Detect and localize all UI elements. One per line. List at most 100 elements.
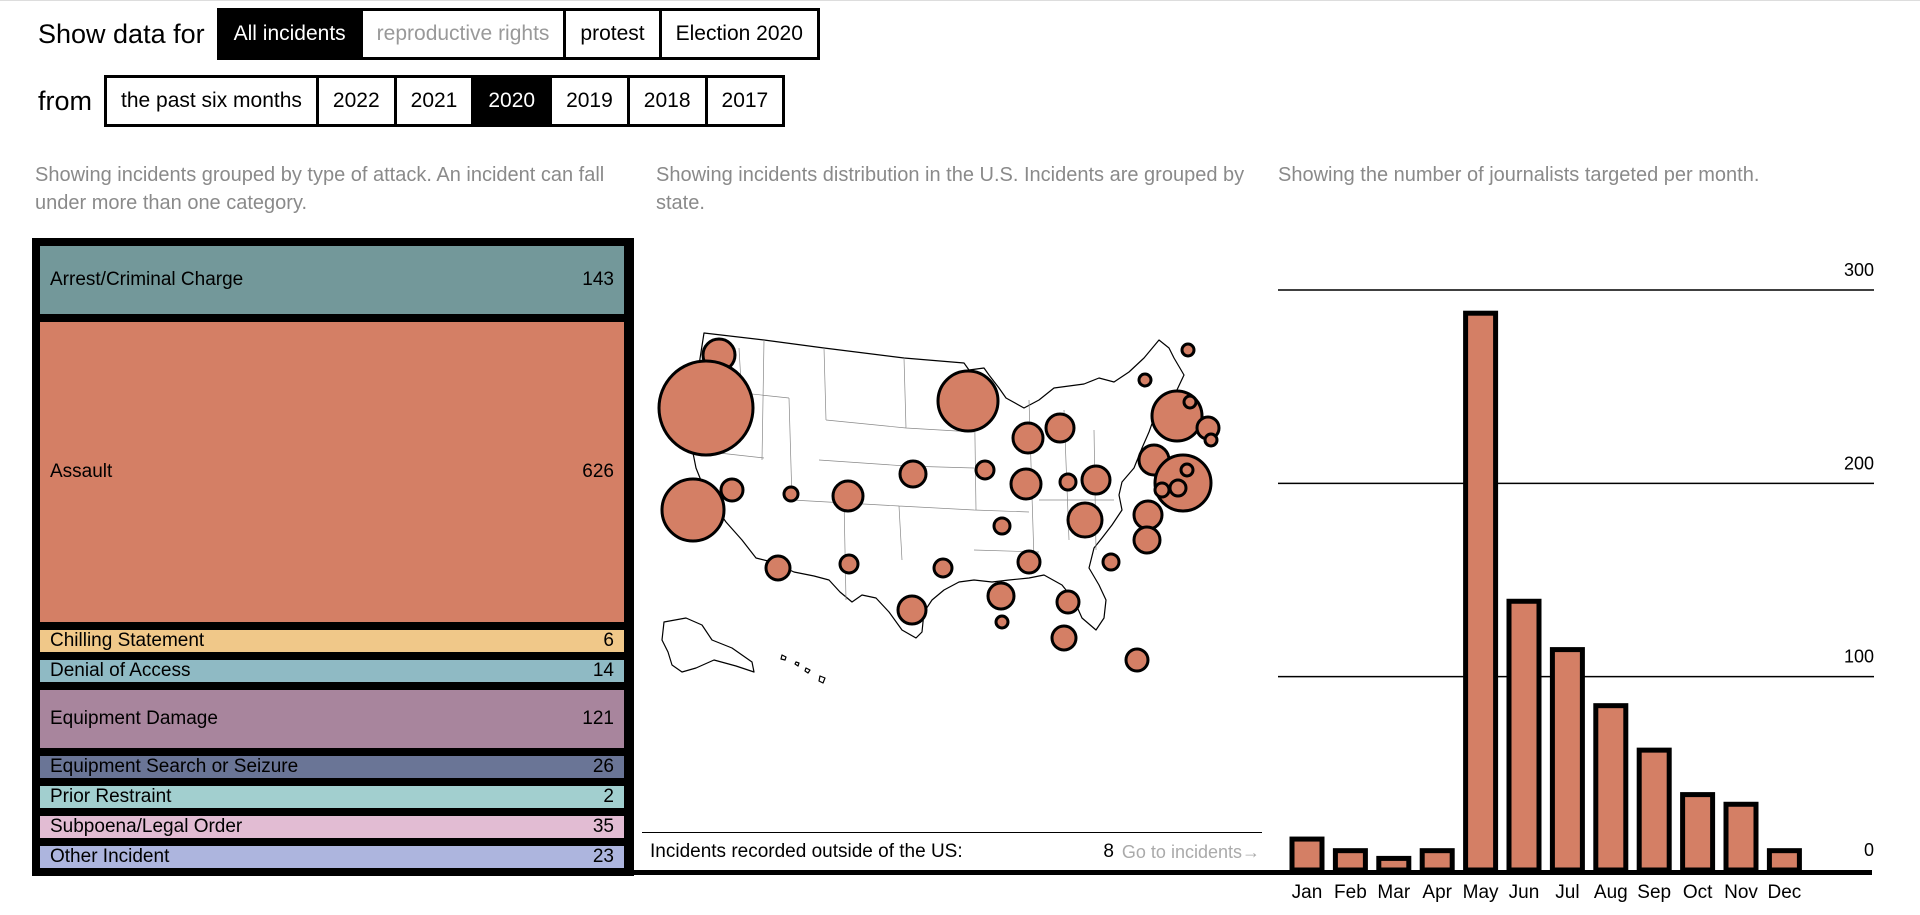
month-bar[interactable] xyxy=(1723,801,1759,873)
state-bubble[interactable] xyxy=(1132,525,1162,555)
month-bar[interactable] xyxy=(1680,792,1716,873)
map-description: Showing incidents distribution in the U.… xyxy=(656,164,1245,214)
month-label: Oct xyxy=(1683,882,1713,903)
state-bubble[interactable] xyxy=(1016,549,1042,575)
category-row[interactable]: Equipment Damage 121 xyxy=(40,690,624,748)
state-bubble[interactable] xyxy=(932,557,954,579)
period-button-group: the past six months 2022 2021 2020 2019 2018 2… xyxy=(104,75,786,127)
state-bubble[interactable] xyxy=(782,485,800,503)
period-button[interactable]: 2019 xyxy=(552,78,630,124)
state-bubble[interactable] xyxy=(992,516,1012,536)
state-bubble[interactable] xyxy=(896,594,928,626)
state-bubble[interactable] xyxy=(1179,462,1195,478)
state-bubble[interactable] xyxy=(660,477,726,543)
state-bubble[interactable] xyxy=(838,553,860,575)
state-bubble[interactable] xyxy=(1168,478,1188,498)
category-label: Equipment Damage xyxy=(50,708,218,730)
y-tick-label: 300 xyxy=(1844,260,1874,280)
month-label: Aug xyxy=(1594,882,1628,903)
category-row[interactable]: Other Incident 23 xyxy=(40,846,624,868)
state-bubble[interactable] xyxy=(1132,499,1164,531)
category-row[interactable]: Denial of Access 14 xyxy=(40,660,624,683)
chart-baseline xyxy=(632,870,1872,875)
state-bubble[interactable] xyxy=(1044,412,1076,444)
category-count: 35 xyxy=(592,816,614,837)
state-bubble[interactable] xyxy=(1137,372,1153,388)
month-label: Mar xyxy=(1377,882,1410,903)
category-stack: Arrest/Criminal Charge 143 Assault 626 Chill… xyxy=(32,238,634,876)
period-button[interactable]: 2017 xyxy=(707,78,783,124)
state-bubble[interactable] xyxy=(974,459,996,481)
month-label: Feb xyxy=(1334,882,1367,903)
monthly-bar-chart: 0 100 200 300 Jan Feb Mar Apr May Jun Jul Aug Sep Oct… xyxy=(1278,260,1874,903)
state-bubble[interactable] xyxy=(936,369,1000,433)
period-button[interactable]: the past six months xyxy=(107,78,319,124)
state-bubble[interactable] xyxy=(1011,421,1045,455)
month-bar[interactable] xyxy=(1419,848,1455,873)
state-bubble[interactable] xyxy=(831,479,865,513)
category-row[interactable]: Assault 626 xyxy=(40,322,624,623)
month-bar[interactable] xyxy=(1289,836,1325,873)
state-bubble[interactable] xyxy=(719,477,745,503)
state-bubble[interactable] xyxy=(1124,647,1150,673)
month-label: Jan xyxy=(1292,882,1323,903)
state-bubble[interactable] xyxy=(1066,501,1104,539)
month-label: Nov xyxy=(1724,882,1758,903)
state-bubble[interactable] xyxy=(1101,552,1121,572)
state-bubble[interactable] xyxy=(986,581,1016,611)
category-count: 26 xyxy=(592,756,614,777)
month-bar[interactable] xyxy=(1506,598,1542,873)
month-bar[interactable] xyxy=(1463,310,1499,873)
state-bubble[interactable] xyxy=(994,614,1010,630)
month-bar[interactable] xyxy=(1593,703,1629,873)
category-row[interactable]: Equipment Search or Seizure 26 xyxy=(40,756,624,778)
month-label: Apr xyxy=(1422,882,1452,903)
month-bar[interactable] xyxy=(1636,747,1672,873)
month-bar[interactable] xyxy=(1376,855,1412,873)
category-row[interactable]: Subpoena/Legal Order 35 xyxy=(40,816,624,838)
topic-button[interactable]: reproductive rights xyxy=(362,11,567,57)
state-bubble[interactable] xyxy=(1050,624,1078,652)
state-bubble[interactable] xyxy=(764,554,792,582)
state-bubble[interactable] xyxy=(1009,467,1043,501)
state-bubble[interactable] xyxy=(1055,589,1081,615)
category-count: 626 xyxy=(582,461,614,483)
category-row[interactable]: Arrest/Criminal Charge 143 xyxy=(40,246,624,315)
category-count: 143 xyxy=(582,269,614,291)
state-bubble[interactable] xyxy=(1153,481,1171,499)
state-bubble[interactable] xyxy=(1203,432,1219,448)
topic-button[interactable]: Election 2020 xyxy=(661,11,817,57)
period-button[interactable]: 2018 xyxy=(629,78,708,124)
topic-button[interactable]: protest xyxy=(566,11,662,57)
state-bubble[interactable] xyxy=(1180,342,1196,358)
month-bar[interactable] xyxy=(1332,848,1368,873)
month-label: Sep xyxy=(1637,882,1671,903)
period-button[interactable]: 2022 xyxy=(318,78,397,124)
state-bubble[interactable] xyxy=(1182,394,1198,410)
period-button[interactable]: 2021 xyxy=(396,78,475,124)
category-label: Other Incident xyxy=(50,846,170,867)
category-label: Equipment Search or Seizure xyxy=(50,756,299,777)
show-data-label: Show data for xyxy=(38,18,205,49)
monthly-description: Showing the number of journalists target… xyxy=(1278,164,1760,186)
go-to-incidents-link[interactable]: Go to incidents→ xyxy=(1121,841,1260,862)
state-bubble[interactable] xyxy=(1058,472,1078,492)
outside-us-count: 8 xyxy=(1103,841,1114,862)
top-divider xyxy=(0,0,1920,1)
month-bar[interactable] xyxy=(1766,848,1802,873)
period-button[interactable]: 2020 xyxy=(474,78,553,124)
state-bubble[interactable] xyxy=(898,459,928,489)
state-bubble[interactable] xyxy=(657,359,755,457)
month-label: Jul xyxy=(1555,882,1579,903)
topic-button[interactable]: All incidents xyxy=(219,11,363,57)
month-bar[interactable] xyxy=(1549,647,1585,873)
us-incident-map xyxy=(657,332,1221,684)
categories-description: Showing incidents grouped by type of att… xyxy=(35,164,605,214)
category-label: Denial of Access xyxy=(50,660,191,682)
y-tick-label: 100 xyxy=(1844,647,1874,667)
state-bubble[interactable] xyxy=(1080,464,1112,496)
from-label: from xyxy=(38,85,92,116)
category-row[interactable]: Chilling Statement 6 xyxy=(40,630,624,653)
category-label: Chilling Statement xyxy=(50,630,205,652)
category-row[interactable]: Prior Restraint 2 xyxy=(40,786,624,808)
